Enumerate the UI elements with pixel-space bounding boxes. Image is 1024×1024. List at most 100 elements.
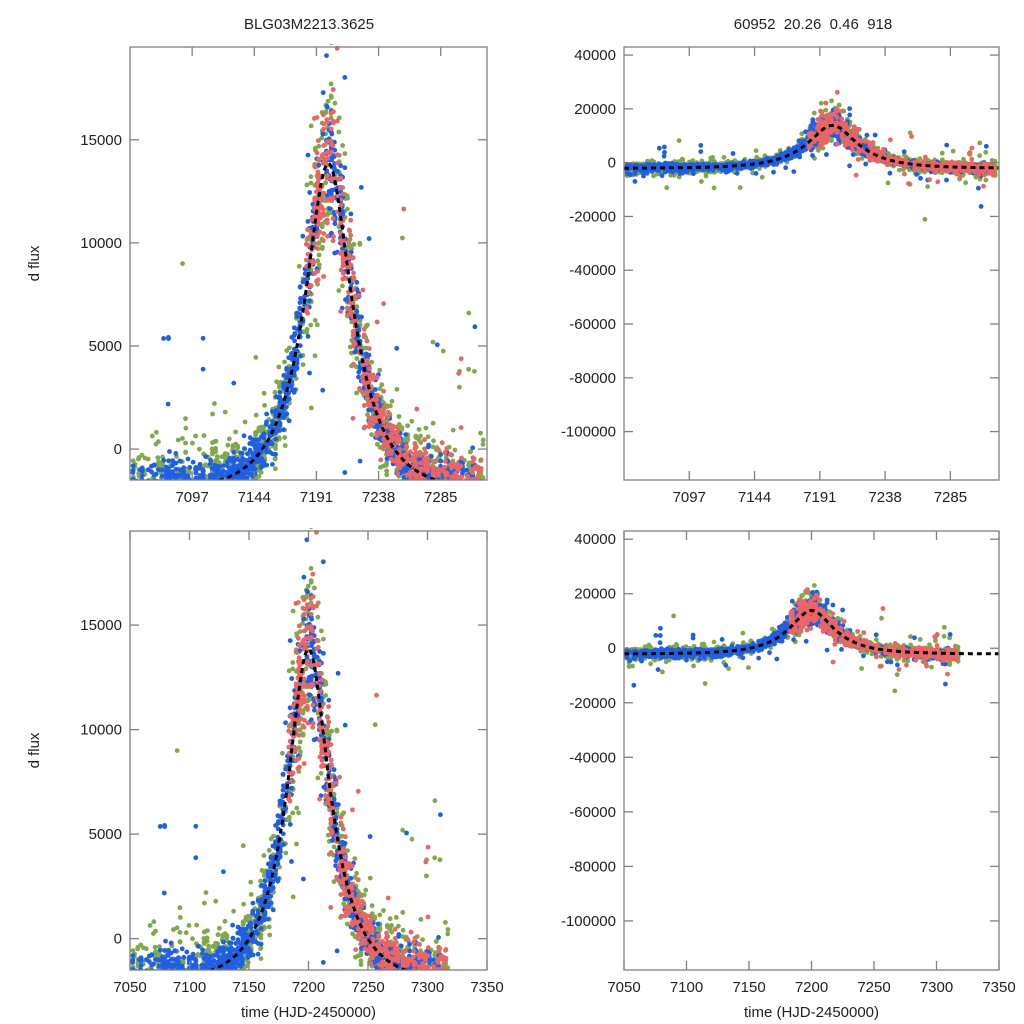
data-point <box>435 558 440 563</box>
data-point <box>414 495 419 500</box>
data-point <box>331 109 336 115</box>
data-point <box>394 386 400 392</box>
data-point <box>477 486 482 491</box>
data-point <box>320 151 326 157</box>
data-point <box>133 494 138 499</box>
data-point <box>159 504 164 509</box>
data-point <box>470 470 475 476</box>
data-point <box>208 492 213 497</box>
data-point <box>164 607 169 612</box>
data-point <box>160 482 165 487</box>
data-point <box>435 484 440 489</box>
data-point <box>983 149 989 155</box>
data-point <box>462 481 467 486</box>
data-point <box>308 180 314 186</box>
data-point <box>258 470 264 475</box>
data-point <box>149 505 154 510</box>
data-point <box>381 431 387 437</box>
data-point <box>140 497 145 502</box>
data-point <box>227 504 232 509</box>
x-tick-label: 7191 <box>300 489 333 506</box>
data-point <box>176 516 181 521</box>
data-point <box>324 53 329 58</box>
data-point <box>144 483 149 488</box>
data-point <box>172 482 177 487</box>
data-point <box>138 517 143 522</box>
data-point <box>210 511 215 516</box>
data-point <box>459 506 464 511</box>
data-point <box>138 489 143 494</box>
data-point <box>389 398 395 404</box>
data-point <box>419 486 424 491</box>
data-point <box>407 457 413 463</box>
data-point <box>131 498 136 503</box>
data-point <box>153 471 159 477</box>
data-point <box>468 502 473 507</box>
data-point <box>221 481 226 486</box>
data-point <box>470 515 475 520</box>
data-point <box>417 642 422 647</box>
data-point <box>312 353 318 359</box>
data-point <box>381 388 386 394</box>
data-point <box>154 501 159 506</box>
data-point <box>477 469 482 475</box>
data-point <box>829 98 834 104</box>
data-point <box>468 486 473 491</box>
data-point <box>481 535 486 540</box>
data-point <box>470 489 475 494</box>
data-point <box>317 229 323 235</box>
data-point <box>356 327 361 333</box>
data-point <box>481 492 486 497</box>
data-point <box>173 466 179 472</box>
data-point <box>154 493 159 498</box>
data-point <box>143 482 148 487</box>
data-point <box>246 481 251 486</box>
data-point <box>412 446 418 451</box>
data-point <box>130 463 136 469</box>
data-point <box>223 487 228 492</box>
data-point <box>378 457 384 463</box>
data-point <box>130 487 135 492</box>
data-point <box>366 401 372 407</box>
data-point <box>329 149 334 155</box>
data-point <box>475 504 480 509</box>
data-point <box>366 372 372 378</box>
data-point <box>212 401 217 406</box>
data-point <box>136 507 141 512</box>
data-point <box>366 236 372 242</box>
data-point <box>140 490 145 495</box>
data-point <box>329 44 334 45</box>
data-point <box>330 87 336 92</box>
data-point <box>961 156 966 162</box>
data-point <box>231 455 237 461</box>
data-point <box>445 546 450 551</box>
data-point <box>161 482 166 487</box>
y-axis-label: d flux <box>26 245 43 281</box>
data-point <box>213 517 218 522</box>
data-point <box>462 485 467 490</box>
data-point <box>357 458 363 464</box>
data-point <box>220 489 225 494</box>
data-point <box>238 511 243 516</box>
data-point <box>321 190 327 196</box>
data-point <box>436 447 441 453</box>
data-point <box>408 517 413 522</box>
data-point <box>381 518 386 523</box>
data-point <box>166 458 171 464</box>
data-point <box>428 519 433 524</box>
data-point <box>431 506 436 511</box>
data-point <box>172 508 177 513</box>
data-point <box>280 427 286 433</box>
data-point <box>138 505 143 510</box>
data-point <box>231 500 236 505</box>
data-point <box>405 489 410 494</box>
data-point <box>402 493 407 498</box>
data-point <box>134 483 139 488</box>
data-point <box>213 491 218 496</box>
data-point <box>183 505 188 510</box>
data-point <box>475 475 481 480</box>
data-point <box>365 390 370 396</box>
data-point <box>273 466 278 472</box>
data-point <box>426 465 431 470</box>
data-point <box>156 467 161 473</box>
